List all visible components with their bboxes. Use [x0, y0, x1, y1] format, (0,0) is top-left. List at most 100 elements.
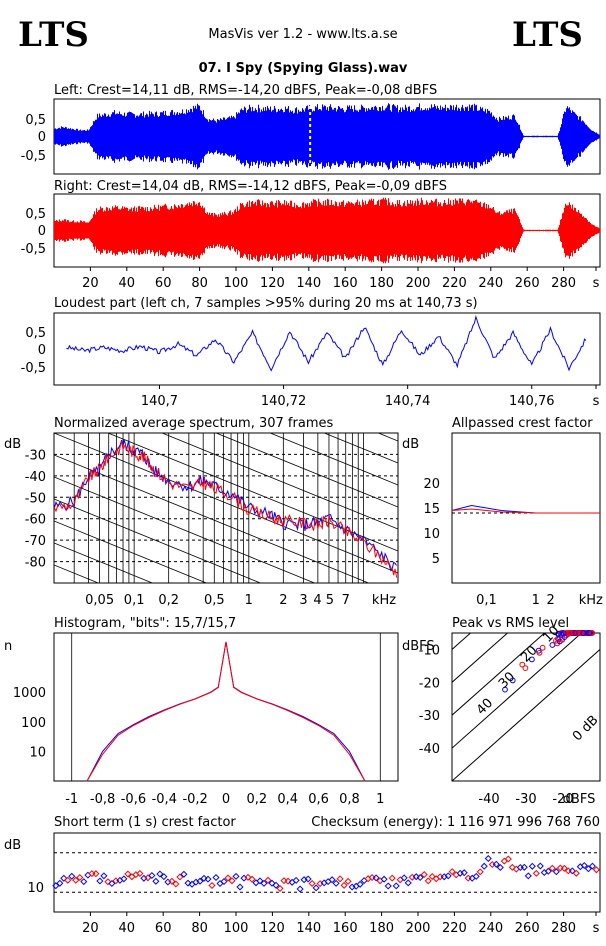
short-crest-point [460, 869, 468, 877]
loudest-frame [53, 312, 601, 386]
logo-left: LTS [18, 15, 89, 55]
short-crest-tick-label: s [593, 921, 600, 936]
histogram-title: Histogram, "bits": 15,7/15,7 [54, 616, 236, 631]
short-crest-point [68, 872, 76, 880]
peak-rms-point [536, 649, 543, 656]
peak-rms-diagonal [452, 648, 600, 781]
loudest-ytick: 0 [38, 343, 46, 358]
spectrum-right [54, 441, 398, 578]
short-crest-point [136, 869, 144, 878]
loudest-tick-label: 140,72 [261, 394, 307, 409]
short-crest-point [76, 873, 84, 882]
spectrum-ytick: -30 [25, 448, 46, 463]
peak-rms-point [502, 686, 508, 693]
short-crest-point [344, 877, 352, 885]
peak-rms-point [553, 637, 559, 644]
short-crest-point [524, 872, 532, 880]
short-crest-point [88, 870, 96, 878]
short-crest-point [420, 870, 428, 879]
short-crest-point [220, 877, 228, 886]
short-crest-point [592, 866, 600, 874]
short-crest-tick-label: 140 [296, 921, 321, 936]
short-crest-tick-label: 280 [551, 921, 576, 936]
histogram-ytick: 100 [21, 716, 46, 731]
time-tick-label: 80 [191, 276, 208, 291]
allpass-xtick: 2 [547, 593, 555, 608]
short-crest-point [488, 860, 496, 869]
spectrum-slope-line [54, 498, 262, 583]
allpass-ytick: 5 [432, 552, 440, 567]
allpass-ytick: 10 [423, 527, 440, 542]
short-crest-point [260, 879, 268, 887]
short-crest-point [108, 879, 116, 888]
spectrum-slope-line [54, 542, 154, 583]
allpass-ytick: 20 [423, 477, 440, 492]
short-crest-point [532, 869, 540, 877]
short-crest-point [384, 882, 392, 890]
short-crest-tick-label: 220 [442, 921, 467, 936]
histogram-xtick: 1 [376, 792, 384, 807]
short-crest-point [476, 868, 484, 876]
histogram-xtick: 0,8 [339, 792, 360, 807]
histogram-xtick: -0,6 [121, 792, 146, 807]
time-tick-label: 20 [82, 276, 99, 291]
short-crest-point [504, 855, 512, 863]
allpass-title: Allpassed crest factor [452, 416, 593, 431]
short-crest-point [516, 863, 524, 872]
peak-rms-diag-label: 0 dB [570, 713, 602, 745]
peak-rms-xlabel: dBFS [563, 792, 596, 807]
time-tick-label: s [593, 276, 600, 291]
short-crest-point [448, 868, 456, 876]
peak-rms-point [580, 630, 587, 636]
spectrum-slope-line [54, 520, 208, 583]
spectrum-ytick: -40 [25, 470, 46, 485]
time-tick-label: 260 [515, 276, 540, 291]
short-crest-point [572, 869, 580, 877]
histogram-ytick: 1000 [13, 686, 46, 701]
spectrum-xtick: 3 [299, 593, 307, 608]
time-tick-label: 120 [260, 276, 285, 291]
histogram-left [86, 641, 366, 782]
short-crest-point [228, 877, 236, 885]
short-crest-point [224, 874, 232, 882]
right-wave-chart: 0,5 0 -0,5 20 40 60 80 100 120 140 160 180 200 220… [21, 193, 601, 291]
peak-rms-point [509, 677, 516, 684]
short-crest-point [180, 870, 188, 878]
short-crest-title: Short term (1 s) crest factor [54, 815, 236, 830]
short-crest-point [528, 862, 536, 870]
spectrum-slope-line [54, 587, 398, 727]
allpass-xtick: 1 [532, 593, 540, 608]
peak-rms-point [577, 630, 584, 636]
peak-rms-point [529, 656, 535, 663]
peak-rms-xtick: -40 [478, 792, 499, 807]
short-crest-point [80, 878, 88, 886]
short-crest-point [276, 884, 284, 893]
histogram-ylabel: n [4, 639, 12, 654]
loudest-tick-label: 140,76 [509, 394, 555, 409]
short-crest-point [212, 873, 220, 882]
time-tick-label: 160 [333, 276, 358, 291]
short-crest-point [56, 879, 64, 887]
spectrum-ytick: -60 [25, 513, 46, 528]
short-crest-point [356, 880, 364, 888]
peak-rms-title: Peak vs RMS level [452, 616, 569, 631]
short-crest-point [544, 867, 552, 875]
short-crest-tick-label: 160 [333, 921, 358, 936]
peak-rms-diagonals [452, 633, 600, 781]
short-crest-point [564, 867, 572, 875]
short-crest-point [536, 862, 544, 870]
allpass-ytick: 15 [423, 502, 440, 517]
short-crest-point [472, 872, 480, 880]
short-crest-point [444, 872, 452, 880]
left-wave-ytick: 0 [38, 130, 46, 145]
loudest-tick-label: s [593, 394, 600, 409]
histogram-chart: n 1000 100 10 -1 -0,8 -0,6 -0,4 -0,2 0 0,2 0,4 0,6 0… [4, 632, 399, 807]
peak-rms-diag-label: 40 [474, 696, 496, 718]
logo-right: LTS [512, 15, 583, 55]
spectrum-chart: dB -30 -40 -50 -60 -70 -80 0,05 0,1 0,2 0,5 1 2 3 4 5… [4, 432, 399, 727]
peak-rms-ytick: -10 [419, 643, 440, 658]
peak-rms-point [555, 630, 562, 637]
short-crest-point [208, 881, 216, 890]
loudest-tick-label: 140,74 [385, 394, 431, 409]
short-crest-point [520, 863, 528, 871]
